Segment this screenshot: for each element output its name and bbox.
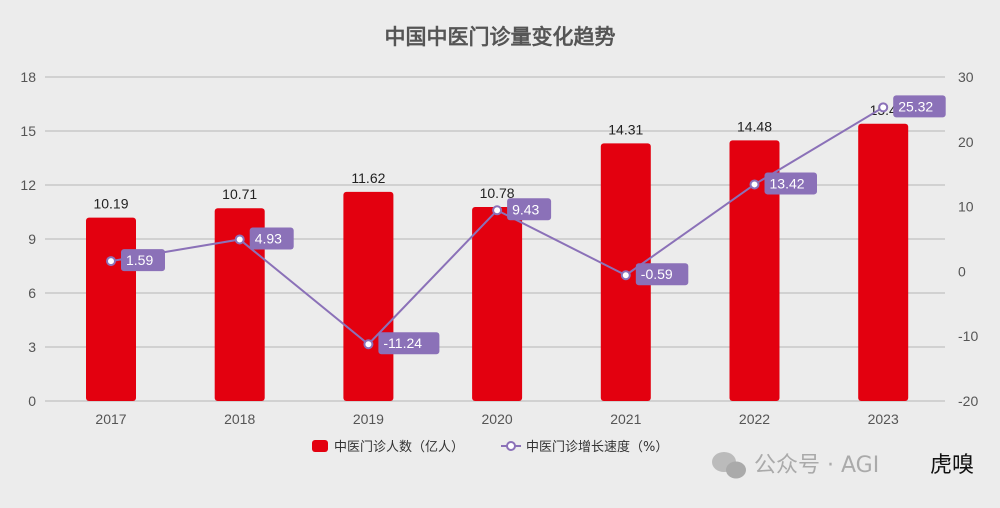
growth-point: [620, 270, 631, 281]
growth-label-box: [249, 227, 294, 250]
y-right-tick: -20: [958, 393, 978, 409]
bar-label: 14.31: [608, 121, 643, 137]
bar: [472, 206, 523, 401]
bar-label: 10.19: [93, 196, 128, 212]
y-left-tick: 18: [20, 69, 36, 85]
x-tick: 2022: [739, 411, 770, 427]
legend-line-marker: [506, 441, 516, 451]
chart-title: 中国中医门诊量变化趋势: [385, 25, 616, 49]
growth-point: [878, 102, 889, 113]
bar-label: 10.71: [222, 186, 257, 202]
growth-label: 1.59: [126, 252, 153, 268]
y-right-tick: 30: [958, 69, 974, 85]
y-left-tick: 12: [20, 177, 36, 193]
growth-point: [363, 339, 374, 350]
y-right-tick: 0: [958, 263, 966, 279]
y-right-tick: 20: [958, 134, 974, 150]
watermark: 公众号 · AGI 虎嗅: [712, 452, 974, 479]
bar-label: 11.62: [351, 170, 385, 186]
x-tick: 2017: [95, 411, 126, 427]
y-left-tick: 9: [28, 231, 36, 247]
growth-label-box: [764, 172, 817, 195]
x-tick: 2019: [353, 411, 384, 427]
y-right-tick: -10: [958, 328, 978, 344]
growth-point: [749, 179, 760, 190]
growth-label: 25.32: [898, 98, 933, 114]
growth-label: 4.93: [255, 230, 282, 246]
bar: [86, 217, 136, 401]
x-tick: 2023: [868, 411, 899, 427]
y-left-tick: 15: [20, 123, 36, 139]
growth-label-box: [893, 95, 946, 118]
bar: [214, 208, 265, 401]
bar: [858, 123, 909, 402]
growth-label: 13.42: [770, 175, 805, 191]
growth-point: [106, 256, 116, 267]
growth-label-box: [507, 198, 552, 221]
growth-label-box: [635, 263, 689, 286]
watermark-text: 公众号 · AGI: [754, 453, 879, 478]
growth-point: [492, 205, 503, 216]
y-right-tick: 10: [958, 199, 974, 215]
y-left-tick: 0: [28, 393, 36, 409]
x-tick: 2021: [610, 411, 641, 427]
growth-label-box: [121, 249, 165, 272]
bar-label: 10.78: [480, 185, 515, 201]
x-tick: 2020: [482, 411, 513, 427]
huxiu-logo: 虎嗅: [930, 453, 974, 478]
growth-point: [234, 234, 245, 245]
growth-label: -11.24: [383, 335, 422, 351]
growth-label: 9.43: [512, 201, 539, 217]
bar-label: 14.48: [737, 118, 772, 134]
growth-label: -0.59: [641, 266, 673, 282]
x-tick: 2018: [224, 411, 255, 427]
bar: [729, 140, 780, 402]
legend-line-label: 中医门诊增长速度（%）: [526, 439, 668, 455]
y-left-tick: 6: [28, 285, 36, 301]
y-left-tick: 3: [28, 339, 36, 355]
legend-bar-label: 中医门诊人数（亿人）: [334, 440, 464, 455]
legend-bar-swatch: [312, 440, 328, 452]
growth-label-box: [378, 332, 440, 355]
legend: 中医门诊人数（亿人） 中医门诊增长速度（%）: [312, 439, 668, 455]
wechat-icon: [712, 452, 746, 479]
bar: [343, 191, 394, 401]
